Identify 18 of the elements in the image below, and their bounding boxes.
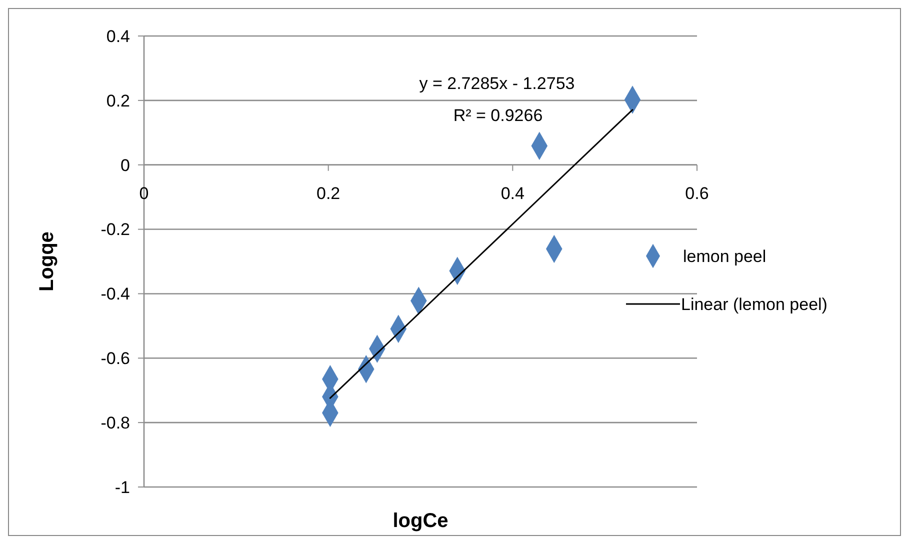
x-tick-label: 0: [139, 184, 149, 203]
annotation: R² = 0.9266: [453, 106, 543, 125]
x-axis-title: logCe: [392, 510, 448, 532]
y-tick-label: 0: [120, 156, 130, 175]
x-tick-label: 0.2: [316, 184, 340, 203]
y-tick-label: -0.6: [100, 349, 130, 368]
y-axis-title: Logqe: [36, 232, 58, 292]
y-tick-label: 0.2: [106, 91, 130, 110]
legend-label: Linear (lemon peel): [681, 294, 828, 314]
annotation: y = 2.7285x - 1.2753: [419, 74, 575, 93]
y-tick-label: -0.2: [100, 220, 130, 240]
y-tick-label: -0.8: [100, 414, 130, 433]
y-tick-label: 0.4: [106, 26, 130, 46]
x-tick-label: 0.6: [685, 184, 709, 203]
y-tick-label: -0.4: [100, 284, 130, 304]
x-tick-label: 0.4: [500, 184, 524, 203]
legend-label: lemon peel: [683, 246, 766, 266]
y-tick-label: -1: [114, 478, 130, 497]
